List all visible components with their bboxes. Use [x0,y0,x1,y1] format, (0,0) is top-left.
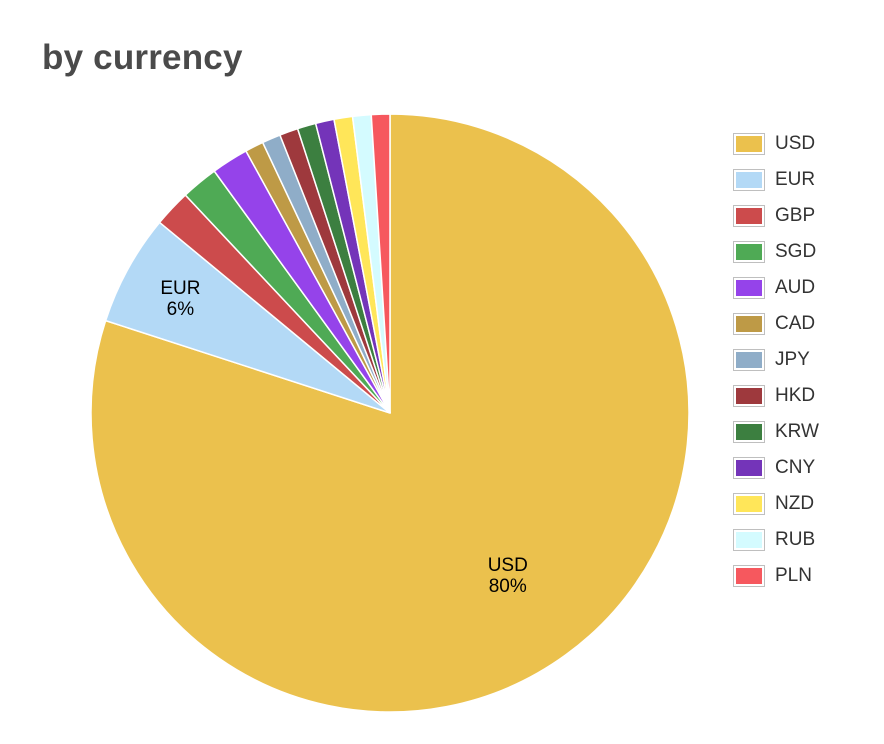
legend-label: CAD [775,313,816,334]
legend-swatch-box [733,349,765,371]
legend-item-sgd[interactable]: SGD [733,234,819,270]
legend-swatch-box [733,385,765,407]
legend-item-krw[interactable]: KRW [733,414,819,450]
legend-label: PLN [775,565,812,586]
legend-item-aud[interactable]: AUD [733,270,819,306]
legend-item-gbp[interactable]: GBP [733,198,819,234]
legend-swatch-box [733,457,765,479]
legend-swatch [736,568,762,584]
legend-swatch-box [733,133,765,155]
legend-label: JPY [775,349,810,370]
data-label-eur: EUR 6% [160,278,200,320]
legend-swatch [736,496,762,512]
legend-item-jpy[interactable]: JPY [733,342,819,378]
legend-swatch [736,280,762,296]
legend-swatch-box [733,529,765,551]
legend-swatch [736,424,762,440]
legend-label: CNY [775,457,816,478]
legend-swatch-box [733,205,765,227]
legend-item-usd[interactable]: USD [733,126,819,162]
pie-slice-pln[interactable] [370,113,391,414]
legend-swatch-box [733,421,765,443]
legend-swatch [736,388,762,404]
legend-label: KRW [775,421,819,442]
data-label-name: EUR [160,278,200,299]
legend-swatch [736,172,762,188]
legend: USD EUR GBP SGD AUD CAD JPY HKD KRW CNY NZD RUB PLN [733,126,819,594]
legend-item-eur[interactable]: EUR [733,162,819,198]
legend-item-nzd[interactable]: NZD [733,486,819,522]
legend-label: EUR [775,169,816,190]
legend-swatch-box [733,241,765,263]
legend-item-hkd[interactable]: HKD [733,378,819,414]
legend-swatch-box [733,169,765,191]
chart-title: by currency [42,38,243,77]
legend-swatch [736,316,762,332]
legend-swatch-box [733,493,765,515]
legend-swatch [736,352,762,368]
legend-swatch [736,136,762,152]
legend-swatch [736,208,762,224]
data-label-usd: USD 80% [488,555,528,597]
legend-label: SGD [775,241,817,262]
legend-swatch [736,532,762,548]
data-label-percent: 6% [167,299,195,320]
legend-item-rub[interactable]: RUB [733,522,819,558]
data-label-percent: 80% [489,576,527,597]
legend-label: USD [775,133,816,154]
legend-swatch-box [733,565,765,587]
legend-swatch-box [733,277,765,299]
legend-item-cny[interactable]: CNY [733,450,819,486]
legend-label: GBP [775,205,816,226]
legend-label: AUD [775,277,816,298]
legend-swatch [736,460,762,476]
legend-swatch-box [733,313,765,335]
legend-label: NZD [775,493,815,514]
legend-label: RUB [775,529,816,550]
legend-item-pln[interactable]: PLN [733,558,819,594]
data-label-name: USD [488,555,528,576]
legend-swatch [736,244,762,260]
legend-label: HKD [775,385,816,406]
legend-item-cad[interactable]: CAD [733,306,819,342]
